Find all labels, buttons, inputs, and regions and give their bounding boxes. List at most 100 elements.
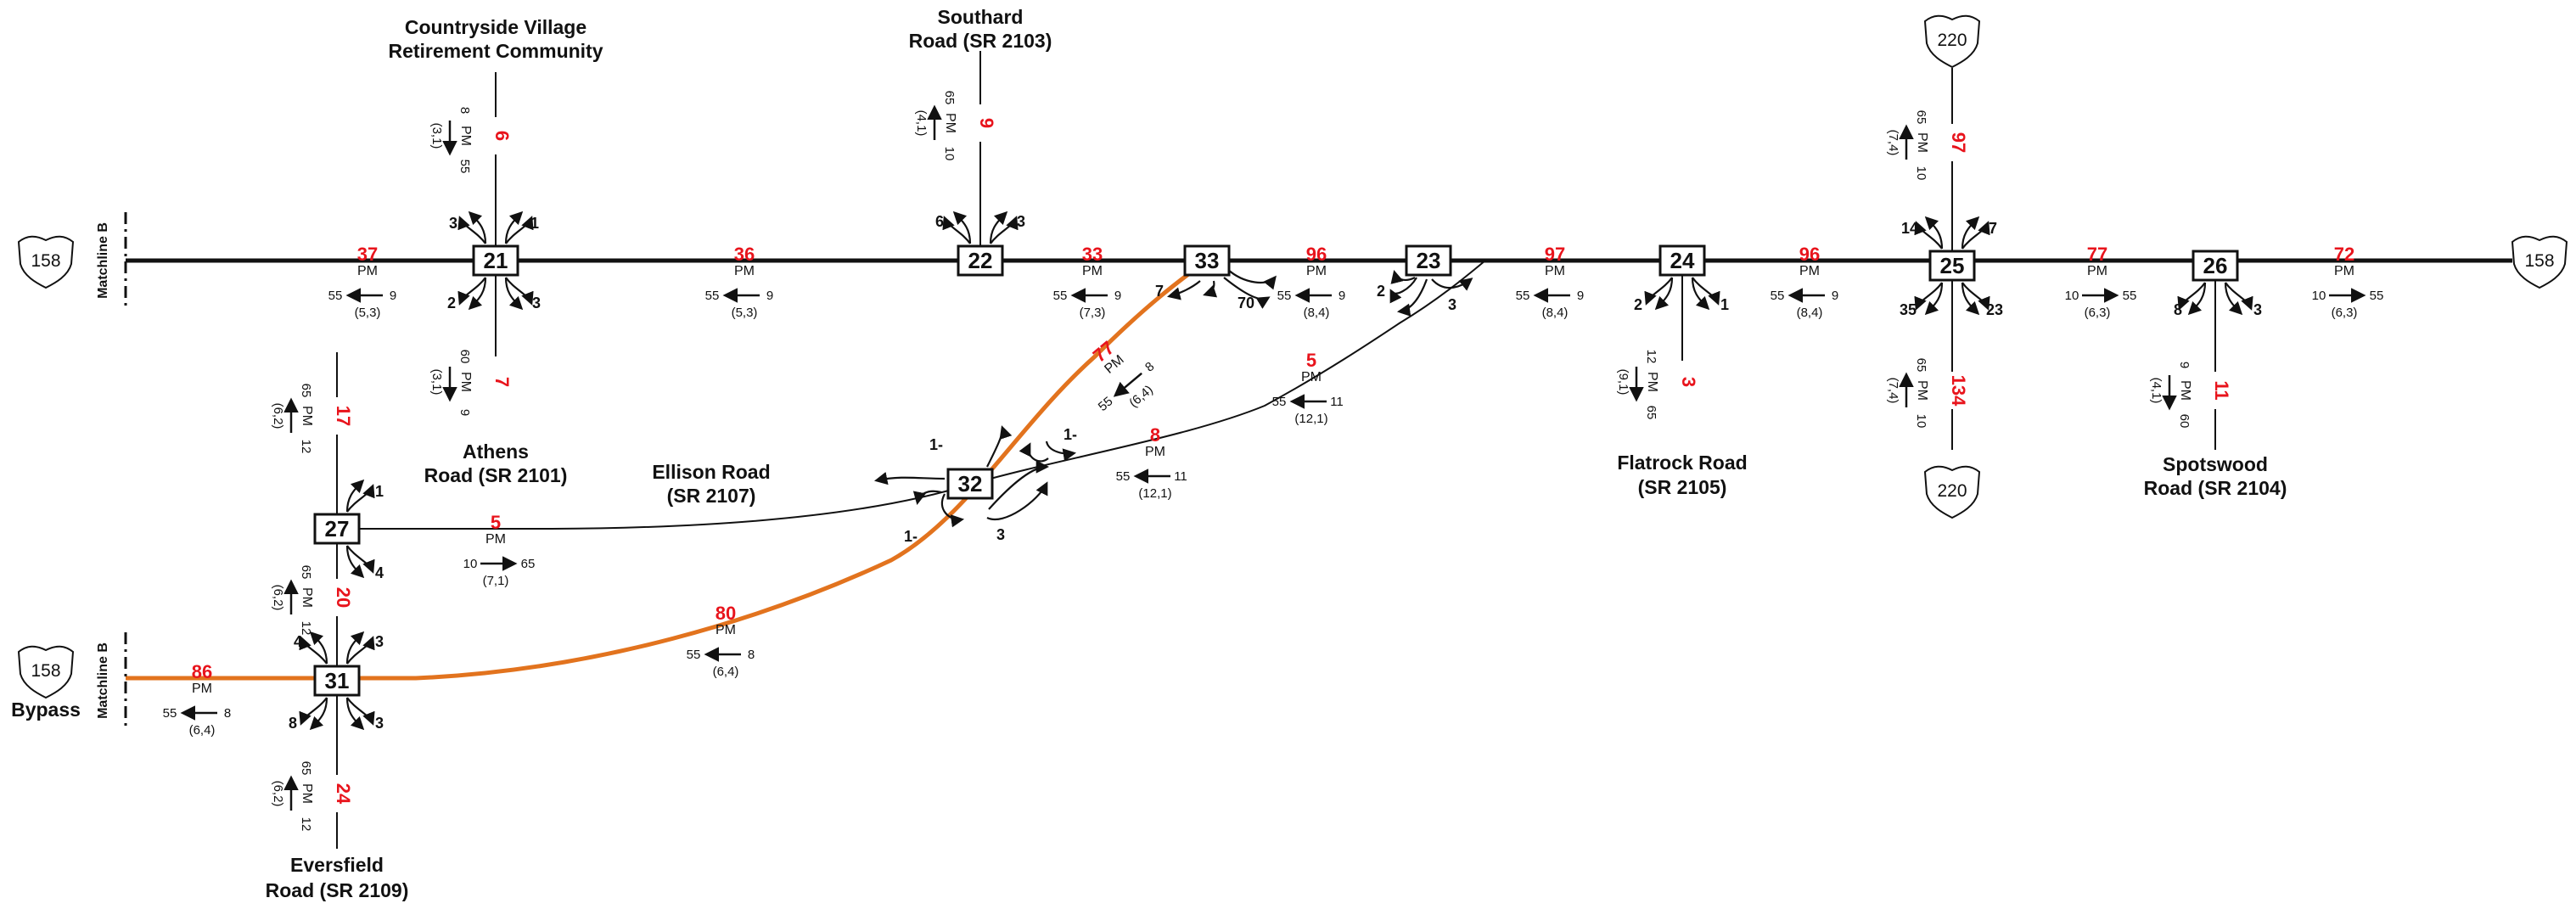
turn-arrow — [1924, 216, 1944, 250]
turn-count: 3 — [2253, 301, 2262, 318]
split-value-a: 55 — [1771, 289, 1785, 303]
turn-count: 8 — [289, 715, 297, 732]
segment-volume: 134 — [1948, 375, 1969, 407]
turn-arrow — [299, 636, 328, 665]
pm-label: PM — [1799, 264, 1820, 278]
turn-t22_nw: 6 — [935, 210, 972, 244]
southard-label-line1: Southard — [938, 6, 1024, 28]
turn-arrow — [504, 277, 524, 311]
southard-label-line2: Road (SR 2103) — [909, 30, 1052, 52]
turn-arrow — [346, 636, 375, 665]
pm-label: PM — [485, 532, 506, 547]
pm-label: PM — [458, 126, 473, 146]
truck-percent: (6,3) — [2085, 306, 2111, 320]
turn-arrow — [1390, 270, 1416, 284]
turn-arrow — [2224, 282, 2243, 316]
truck-percent: (8,4) — [1797, 306, 1823, 320]
split-value-a: 9 — [2177, 362, 2192, 368]
turn-arrow — [1654, 277, 1674, 311]
truck-percent: (6,2) — [271, 585, 285, 611]
turn-t25_nw: 14 — [1901, 216, 1944, 250]
turn-count: 8 — [2174, 301, 2182, 318]
split-value-a: 55 — [687, 648, 701, 662]
split-value-b: 12 — [299, 621, 313, 636]
split-value-b: 11 — [1330, 395, 1344, 409]
turn-arrow — [345, 545, 365, 579]
pm-label: PM — [1306, 264, 1327, 278]
turn-arrow — [940, 493, 965, 528]
turn-count: 7 — [1155, 283, 1164, 300]
split-value-a: 55 — [1272, 395, 1287, 409]
pm-label: PM — [300, 406, 314, 426]
turn-arrow — [1226, 268, 1277, 290]
us-158-bypass — [126, 258, 1209, 681]
turn-arrow — [346, 484, 375, 513]
us-158-bypass-shield: 158 — [18, 645, 74, 699]
pm-label: PM — [1301, 370, 1322, 384]
pm-label: PM — [357, 264, 378, 278]
split-value-b: 8 — [748, 648, 755, 662]
split-value-a: 55 — [1096, 394, 1116, 414]
split-value-b: 9 — [1577, 289, 1584, 303]
athens-label-line1: Athens — [463, 440, 529, 463]
segment-volume: 5 — [491, 512, 501, 533]
segment-s_31: 24 PM 65 12 (6,2) — [271, 761, 354, 832]
segment-volume: 96 — [1799, 244, 1820, 265]
intersection-21: 21 — [472, 244, 519, 277]
eversfield-label-line1: Eversfield — [290, 854, 384, 876]
turn-count: 1- — [929, 436, 943, 453]
turn-t32_c: 1- — [904, 490, 965, 545]
intersection-31-label: 31 — [325, 668, 350, 693]
split-value-b: 8 — [1142, 359, 1157, 374]
segment-s_25: 134 PM 65 10 (7,4) — [1886, 358, 1969, 429]
turn-count: 6 — [935, 213, 944, 230]
flatrock-label-line2: (SR 2105) — [1638, 476, 1727, 498]
svg-text:158: 158 — [2524, 251, 2554, 271]
intersection-23-label: 23 — [1417, 248, 1441, 273]
turn-arrow — [346, 545, 375, 574]
turn-count: 2 — [447, 295, 456, 311]
segment-volume: 20 — [333, 587, 354, 608]
turn-t27_ne: 1 — [345, 479, 384, 513]
athens-label-line2: Road (SR 2101) — [424, 464, 568, 486]
pm-label: PM — [458, 372, 473, 392]
truck-percent: (7,4) — [1886, 130, 1900, 156]
truck-percent: (7,4) — [1886, 378, 1900, 404]
segment-volume: 86 — [192, 661, 212, 682]
turn-arrow — [1045, 440, 1077, 462]
pm-label: PM — [1145, 445, 1165, 459]
turn-t32_a: 1- — [873, 425, 1013, 485]
turn-t21_sw: 2 — [447, 277, 487, 311]
truck-percent: (12,1) — [1294, 412, 1327, 426]
split-value-b: 12 — [299, 817, 313, 832]
split-value-b: 55 — [2370, 289, 2384, 303]
turn-arrow — [1396, 278, 1428, 317]
turn-count: 3 — [1017, 213, 1025, 230]
turn-arrow — [505, 277, 534, 306]
turn-arrow — [989, 210, 1008, 244]
turn-arrow — [1431, 278, 1473, 291]
turn-count: 70 — [1237, 295, 1254, 311]
turn-arrow — [1961, 282, 1990, 311]
ellison-label-line1: Ellison Road — [652, 461, 770, 483]
truck-percent: (7,3) — [1080, 306, 1106, 320]
us-158-shield-west: 158 — [18, 235, 74, 289]
segment-ramp_e_23: 5PM 55 11(12,1) — [1272, 350, 1344, 426]
us-220-shield-south: 220 — [1924, 465, 1980, 519]
pm-label: PM — [1645, 372, 1659, 392]
intersection-26: 26 — [2192, 250, 2239, 282]
truck-percent: (6,4) — [189, 723, 216, 738]
turn-arrow — [1961, 282, 1980, 316]
turn-arrow — [345, 631, 365, 665]
segment-n_25: 97 PM 65 10 (7,4) — [1886, 110, 1969, 181]
turn-t24_se: 1 — [1691, 277, 1729, 313]
pm-label: PM — [2087, 264, 2107, 278]
split-value-b: 9 — [390, 289, 396, 303]
ellison-road — [337, 260, 1486, 530]
turn-arrow — [504, 210, 524, 244]
turn-count: 3 — [375, 715, 384, 732]
